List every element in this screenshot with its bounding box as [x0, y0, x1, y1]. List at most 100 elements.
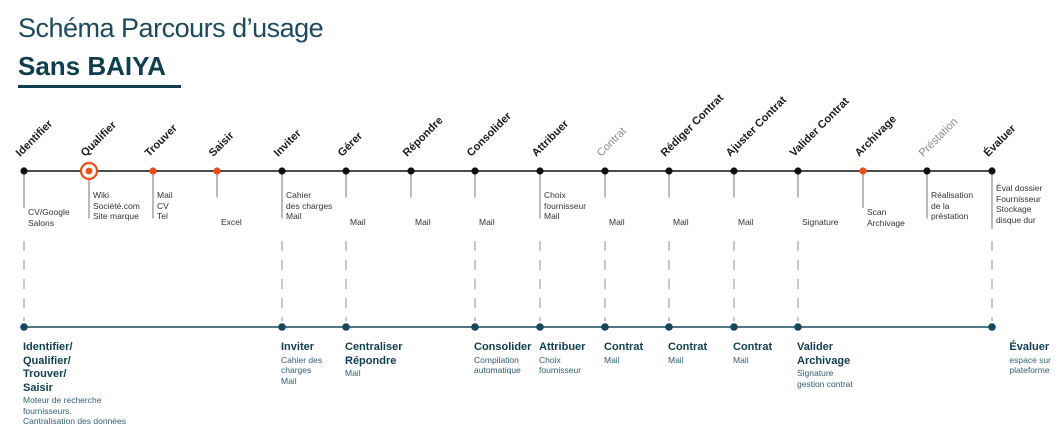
tool-line: CV/Google: [28, 207, 70, 217]
baiya-title: Qualifier/: [23, 354, 71, 367]
tool-line: Signature: [802, 217, 839, 227]
step-tools-attribuer: Choix fournisseur Mail: [544, 190, 586, 222]
baiya-desc: Cahier des: [281, 354, 323, 365]
step-dot-attribuer: [536, 167, 544, 175]
tool-line: Mail: [157, 190, 173, 200]
tool-line: Mail: [479, 217, 495, 227]
tool-line: Cahier: [286, 190, 312, 200]
step-dot-consolider: [471, 167, 479, 175]
baiya-dot: [20, 323, 28, 331]
baiya-title: Répondre: [345, 354, 397, 367]
page-subtitle: Sans BAIYA: [18, 51, 166, 81]
baiya-dot: [601, 323, 609, 331]
step-dot-contrat: [601, 167, 609, 175]
step-dot-saisir: [213, 167, 221, 175]
baiya-title: Consolider: [474, 341, 532, 353]
tool-line: Mail: [415, 217, 431, 227]
baiya-desc: fournisseurs.: [23, 405, 72, 416]
baiya-block-centraliser-repondre: Centraliser Répondre Mail: [345, 341, 402, 379]
tool-line: Scan: [867, 207, 887, 217]
step-tools-ajuster-contrat: Mail: [738, 217, 754, 228]
subtitle-underline: [18, 85, 181, 88]
step-dot-trouver: [149, 167, 157, 175]
baiya-title: Contrat: [733, 341, 773, 353]
step-tools-valider-contrat: Signature: [802, 217, 838, 228]
tool-line: Mail: [673, 217, 689, 227]
step-tools-saisir: Excel: [221, 217, 242, 228]
baiya-block-contrat: Contrat Mail: [733, 341, 772, 365]
step-dot-evaluer: [988, 167, 996, 175]
tool-line: fournisseur: [544, 200, 587, 211]
tool-line: Archivage: [867, 217, 905, 228]
baiya-desc: espace sur: [1009, 354, 1051, 365]
tool-line: Mail: [609, 217, 625, 227]
tool-line: disque dur: [996, 214, 1036, 225]
tool-line: Mail: [350, 217, 366, 227]
baiya-block-evaluer: Évaluer espace sur plateforme: [1009, 341, 1051, 376]
step-dot-repondre: [407, 167, 415, 175]
baiya-dot: [342, 323, 350, 331]
baiya-desc: Moteur de recherche: [23, 395, 102, 405]
baiya-title: Identifier/: [23, 341, 73, 353]
tool-line: des charges: [286, 200, 333, 211]
baiya-block-contrat: Contrat Mail: [604, 341, 643, 365]
baiya-desc: Mail: [604, 354, 620, 365]
tool-line: préstation: [931, 211, 969, 221]
tool-line: CV: [157, 200, 169, 211]
baiya-desc: Mail: [345, 368, 361, 378]
baiya-desc: Signature: [797, 368, 834, 378]
baiya-desc: gestion contrat: [797, 378, 853, 389]
step-tools-evaluer: Éval dossier Fournisseur Stockage disque du…: [996, 183, 1042, 225]
baiya-dot: [988, 323, 996, 331]
baiya-desc: Choix: [539, 354, 561, 365]
step-tools-qualifier: Wiki Société.com Site marque: [93, 190, 140, 222]
baiya-title: Valider: [797, 341, 834, 353]
baiya-desc: automatique: [474, 365, 521, 375]
baiya-dot: [794, 323, 802, 331]
step-tools-gerer: Mail: [350, 217, 366, 228]
baiya-dot: [665, 323, 673, 331]
baiya-title: Évaluer: [1009, 341, 1050, 353]
baiya-dot: [536, 323, 544, 331]
baiya-desc: Mail: [281, 375, 297, 386]
baiya-title: Inviter: [281, 341, 315, 353]
step-tools-rediger-contrat: Mail: [673, 217, 689, 228]
step-tools-contrat: Mail: [609, 217, 625, 228]
step-tools-consolider: Mail: [479, 217, 495, 228]
tool-line: Salons: [28, 217, 54, 228]
tool-line: Choix: [544, 190, 566, 200]
baiya-block-inviter: Inviter Cahier des charges Mail: [281, 341, 322, 386]
step-tools-inviter: Cahier des charges Mail: [286, 190, 332, 222]
tool-line: Fournisseur: [996, 193, 1041, 204]
step-dot-gerer: [342, 167, 350, 175]
tool-line: de la: [931, 200, 950, 211]
baiya-title: Contrat: [604, 341, 644, 353]
page-title: Schéma Parcours d’usage: [18, 13, 324, 43]
tool-line: Site marque: [93, 211, 139, 221]
baiya-title: Saisir: [23, 381, 53, 394]
baiya-dot: [471, 323, 479, 331]
baiya-title: Archivage: [797, 354, 851, 367]
step-tools-repondre: Mail: [415, 217, 431, 228]
target-marker-center: [85, 167, 93, 175]
baiya-desc: Mail: [668, 354, 684, 365]
tool-line: Mail: [286, 211, 302, 221]
baiya-block-identifier-qualifier-trouver-saisir: Identifier/Qualifier/Trouver/Saisir Moteu…: [23, 341, 126, 427]
step-dot-archivage: [859, 167, 867, 175]
baiya-desc: fournisseur: [539, 365, 582, 375]
step-tools-identifier: CV/Google Salons: [28, 207, 70, 228]
baiya-desc: Compilation: [474, 354, 519, 365]
tool-line: Société.com: [93, 200, 140, 211]
step-dot-rediger-contrat: [665, 167, 673, 175]
step-tools-prestation: Réalisation de la préstation: [931, 190, 973, 222]
baiya-block-consolider: Consolider Compilation automatique: [474, 341, 531, 376]
tool-line: Éval dossier: [996, 183, 1043, 193]
baiya-block-valider-archivage: Valider Archivage Signature gestion contrat: [797, 341, 853, 389]
step-tools-trouver: Mail CV Tel: [157, 190, 173, 222]
baiya-dot: [278, 323, 286, 331]
step-dot-identifier: [20, 167, 28, 175]
tool-line: Tel: [157, 211, 168, 221]
tool-line: Mail: [544, 211, 560, 221]
step-dot-prestation: [923, 167, 931, 175]
step-dot-inviter: [278, 167, 286, 175]
